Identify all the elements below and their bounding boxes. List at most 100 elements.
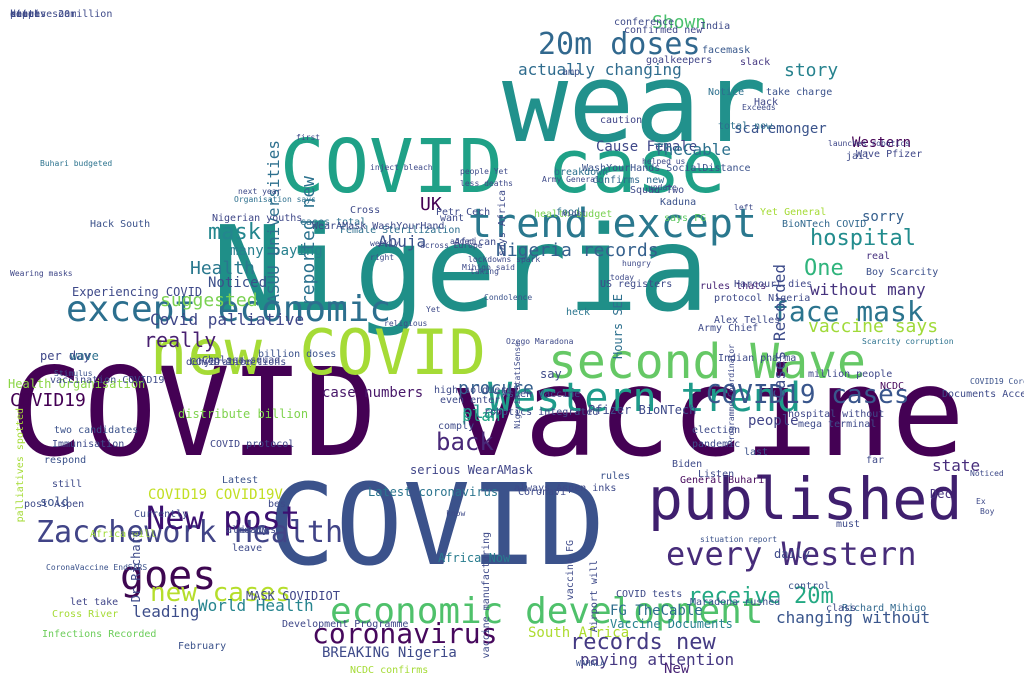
word: FG TheCable: [610, 603, 703, 619]
word: except economic: [66, 289, 392, 330]
word: lockdowns spark: [468, 255, 541, 264]
word: Chelsea squad: [202, 355, 281, 366]
word: take charge: [766, 87, 833, 98]
word: suggested: [160, 290, 258, 311]
word: really: [144, 328, 217, 352]
word: Shown: [652, 12, 707, 33]
word: Cause Female: [596, 139, 698, 155]
word: Dec: [930, 487, 952, 501]
word: CoronaVaccine EndSARS: [46, 563, 148, 572]
word: COVID Infections: [190, 357, 287, 368]
word: dehydration: [186, 357, 253, 368]
word: food: [556, 207, 581, 218]
word: face mask: [772, 295, 924, 328]
word: facemask: [702, 45, 751, 56]
word: scaremonger: [734, 121, 827, 137]
word: coronavirus: [312, 617, 498, 650]
word: sorry: [862, 209, 905, 225]
word: must: [836, 519, 861, 530]
word: Cross River: [52, 609, 119, 620]
word: serious WearAMask: [410, 463, 533, 477]
word: Africa Now: [438, 551, 511, 565]
word: health budget: [534, 209, 613, 220]
word: today: [610, 273, 635, 282]
word: COVID19 cases: [706, 380, 910, 410]
word: store: [10, 9, 41, 20]
word: Hours SEE: [611, 294, 625, 360]
word: Alex Telles: [714, 315, 781, 326]
word: class: [826, 603, 857, 614]
word: less deaths: [460, 179, 513, 188]
word: WashYourHands SocialDistance: [582, 163, 751, 174]
word: TheCable: [654, 140, 732, 159]
word: Boy: [980, 507, 995, 516]
word: paying attention: [580, 650, 735, 669]
word: respond: [44, 455, 87, 466]
word: vaccination COVID19: [50, 375, 165, 386]
word: want: [440, 213, 465, 224]
word: without many: [810, 280, 926, 299]
word: launches robotics: [828, 139, 910, 148]
word: hope: [10, 9, 35, 20]
word: distribute billion: [178, 407, 309, 421]
word: two candidates: [54, 425, 139, 436]
word: Hack South: [90, 219, 151, 230]
word: leave: [232, 543, 263, 554]
word: February: [178, 641, 227, 652]
word: Nigeria StatiSense: [513, 342, 522, 429]
word: daily: [774, 547, 811, 561]
word: new COVID: [150, 316, 486, 389]
word: last: [744, 447, 769, 458]
word: Condolence: [484, 293, 533, 302]
word: Noticed: [970, 469, 1004, 478]
word: first: [296, 133, 321, 142]
word: already: [226, 525, 269, 536]
word: every Western: [666, 535, 917, 573]
word: Boy Scarcity: [866, 267, 939, 278]
word: leading: [132, 602, 200, 621]
word: conference: [614, 17, 675, 28]
word: Female Sterilization: [340, 225, 461, 236]
word: wave: [70, 349, 99, 363]
word: Coronavi: [518, 487, 567, 498]
word: Abuja: [378, 232, 427, 251]
word: state: [932, 456, 981, 475]
word: NCDC: [880, 381, 905, 392]
word: says Africa: [497, 190, 508, 257]
word: Currently: [134, 509, 189, 520]
word: Infections Recorded: [42, 629, 157, 640]
word: back: [436, 428, 494, 456]
word: Hack: [754, 97, 779, 108]
word: many paying: [230, 243, 323, 259]
word: real: [866, 251, 891, 262]
word: Ex: [976, 497, 986, 506]
word: right: [370, 253, 395, 262]
word: total now: [718, 121, 773, 132]
word: goalkeepers: [646, 55, 713, 66]
word: Yet: [426, 305, 441, 314]
word: records new: [570, 630, 716, 655]
word: religious: [384, 319, 428, 328]
word: COVID19: [10, 390, 86, 411]
word: election: [692, 425, 741, 436]
word: actually changing: [518, 60, 682, 79]
word: Ozego Maradona: [506, 337, 574, 346]
word: Zacchework Health: [36, 515, 344, 550]
word: Health: [190, 258, 256, 279]
word: case numbers: [322, 385, 424, 401]
word: WAHALA: [576, 659, 605, 668]
word: caution: [600, 115, 643, 126]
word: India: [700, 21, 731, 32]
word: vaccine manufacturing: [481, 532, 492, 659]
word: vaccine says: [808, 316, 939, 337]
word: mask: [208, 220, 261, 245]
word: BREAKING Nigeria: [322, 645, 457, 661]
word: amp: [562, 67, 581, 78]
word: added: [450, 237, 475, 246]
word: know: [446, 509, 466, 518]
word: bes: [268, 499, 287, 510]
word: UK: [420, 194, 442, 215]
word: NCDC confirms: [350, 665, 429, 676]
word: BioNTech COVID: [782, 219, 867, 230]
